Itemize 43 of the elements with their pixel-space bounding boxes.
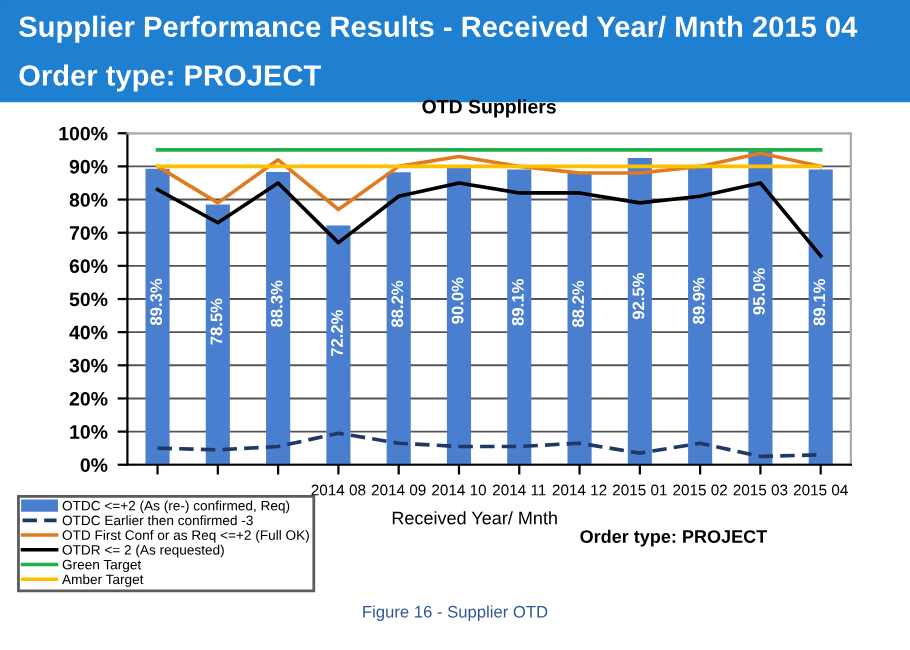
- bar: [386, 172, 411, 465]
- y-tick-label: 60%: [69, 259, 108, 274]
- bar: [567, 172, 592, 465]
- bar: [266, 172, 291, 465]
- y-tick-label: 40%: [69, 325, 108, 340]
- bar: [507, 169, 532, 465]
- text: Order type: PROJECT: [580, 529, 768, 547]
- text: OTD Suppliers: [422, 99, 556, 118]
- line-series: [155, 151, 823, 212]
- chart-subtitle: Order type: PROJECT: [19, 64, 321, 92]
- y-tick-label: 80%: [69, 193, 108, 207]
- bar: [808, 169, 833, 465]
- data-label: 88.3%: [270, 280, 283, 327]
- data-label: 89.1%: [813, 279, 826, 326]
- bar: [145, 168, 170, 465]
- bar: [627, 158, 652, 465]
- data-label: 88.2%: [391, 280, 404, 328]
- y-tick-label: 10%: [70, 425, 108, 439]
- bar: [688, 166, 713, 465]
- data-label: 89.1%: [511, 279, 524, 326]
- data-label: 78.5%: [210, 298, 223, 345]
- bar: [205, 204, 230, 465]
- line-series: [155, 181, 823, 258]
- y-tick-label: 0%: [80, 458, 108, 472]
- caption: Figure 16 - Supplier OTD: [363, 605, 548, 621]
- x-axis-title: Received Year/ Mnth: [392, 511, 557, 525]
- y-tick-label: 100%: [59, 126, 108, 141]
- chart-title: Supplier Performance Results - Received Year/ Mnth 2015 04: [19, 15, 858, 43]
- bar: [748, 149, 773, 465]
- data-label: 88.2%: [572, 280, 585, 328]
- data-label: 89.9%: [692, 277, 705, 324]
- data-label: 89.3%: [150, 278, 163, 326]
- y-tick-label: 20%: [69, 391, 108, 406]
- bar: [446, 166, 472, 465]
- bar: [326, 225, 351, 465]
- data-label: 95.0%: [753, 268, 765, 315]
- y-tick-label: 50%: [69, 292, 108, 307]
- data-label: 90.0%: [451, 277, 464, 324]
- y-tick-label: 30%: [69, 358, 108, 373]
- data-label: 92.5%: [632, 272, 645, 320]
- data-label: 72.2%: [331, 309, 343, 357]
- y-tick-label: 90%: [69, 159, 108, 174]
- y-tick-label: 70%: [69, 226, 108, 240]
